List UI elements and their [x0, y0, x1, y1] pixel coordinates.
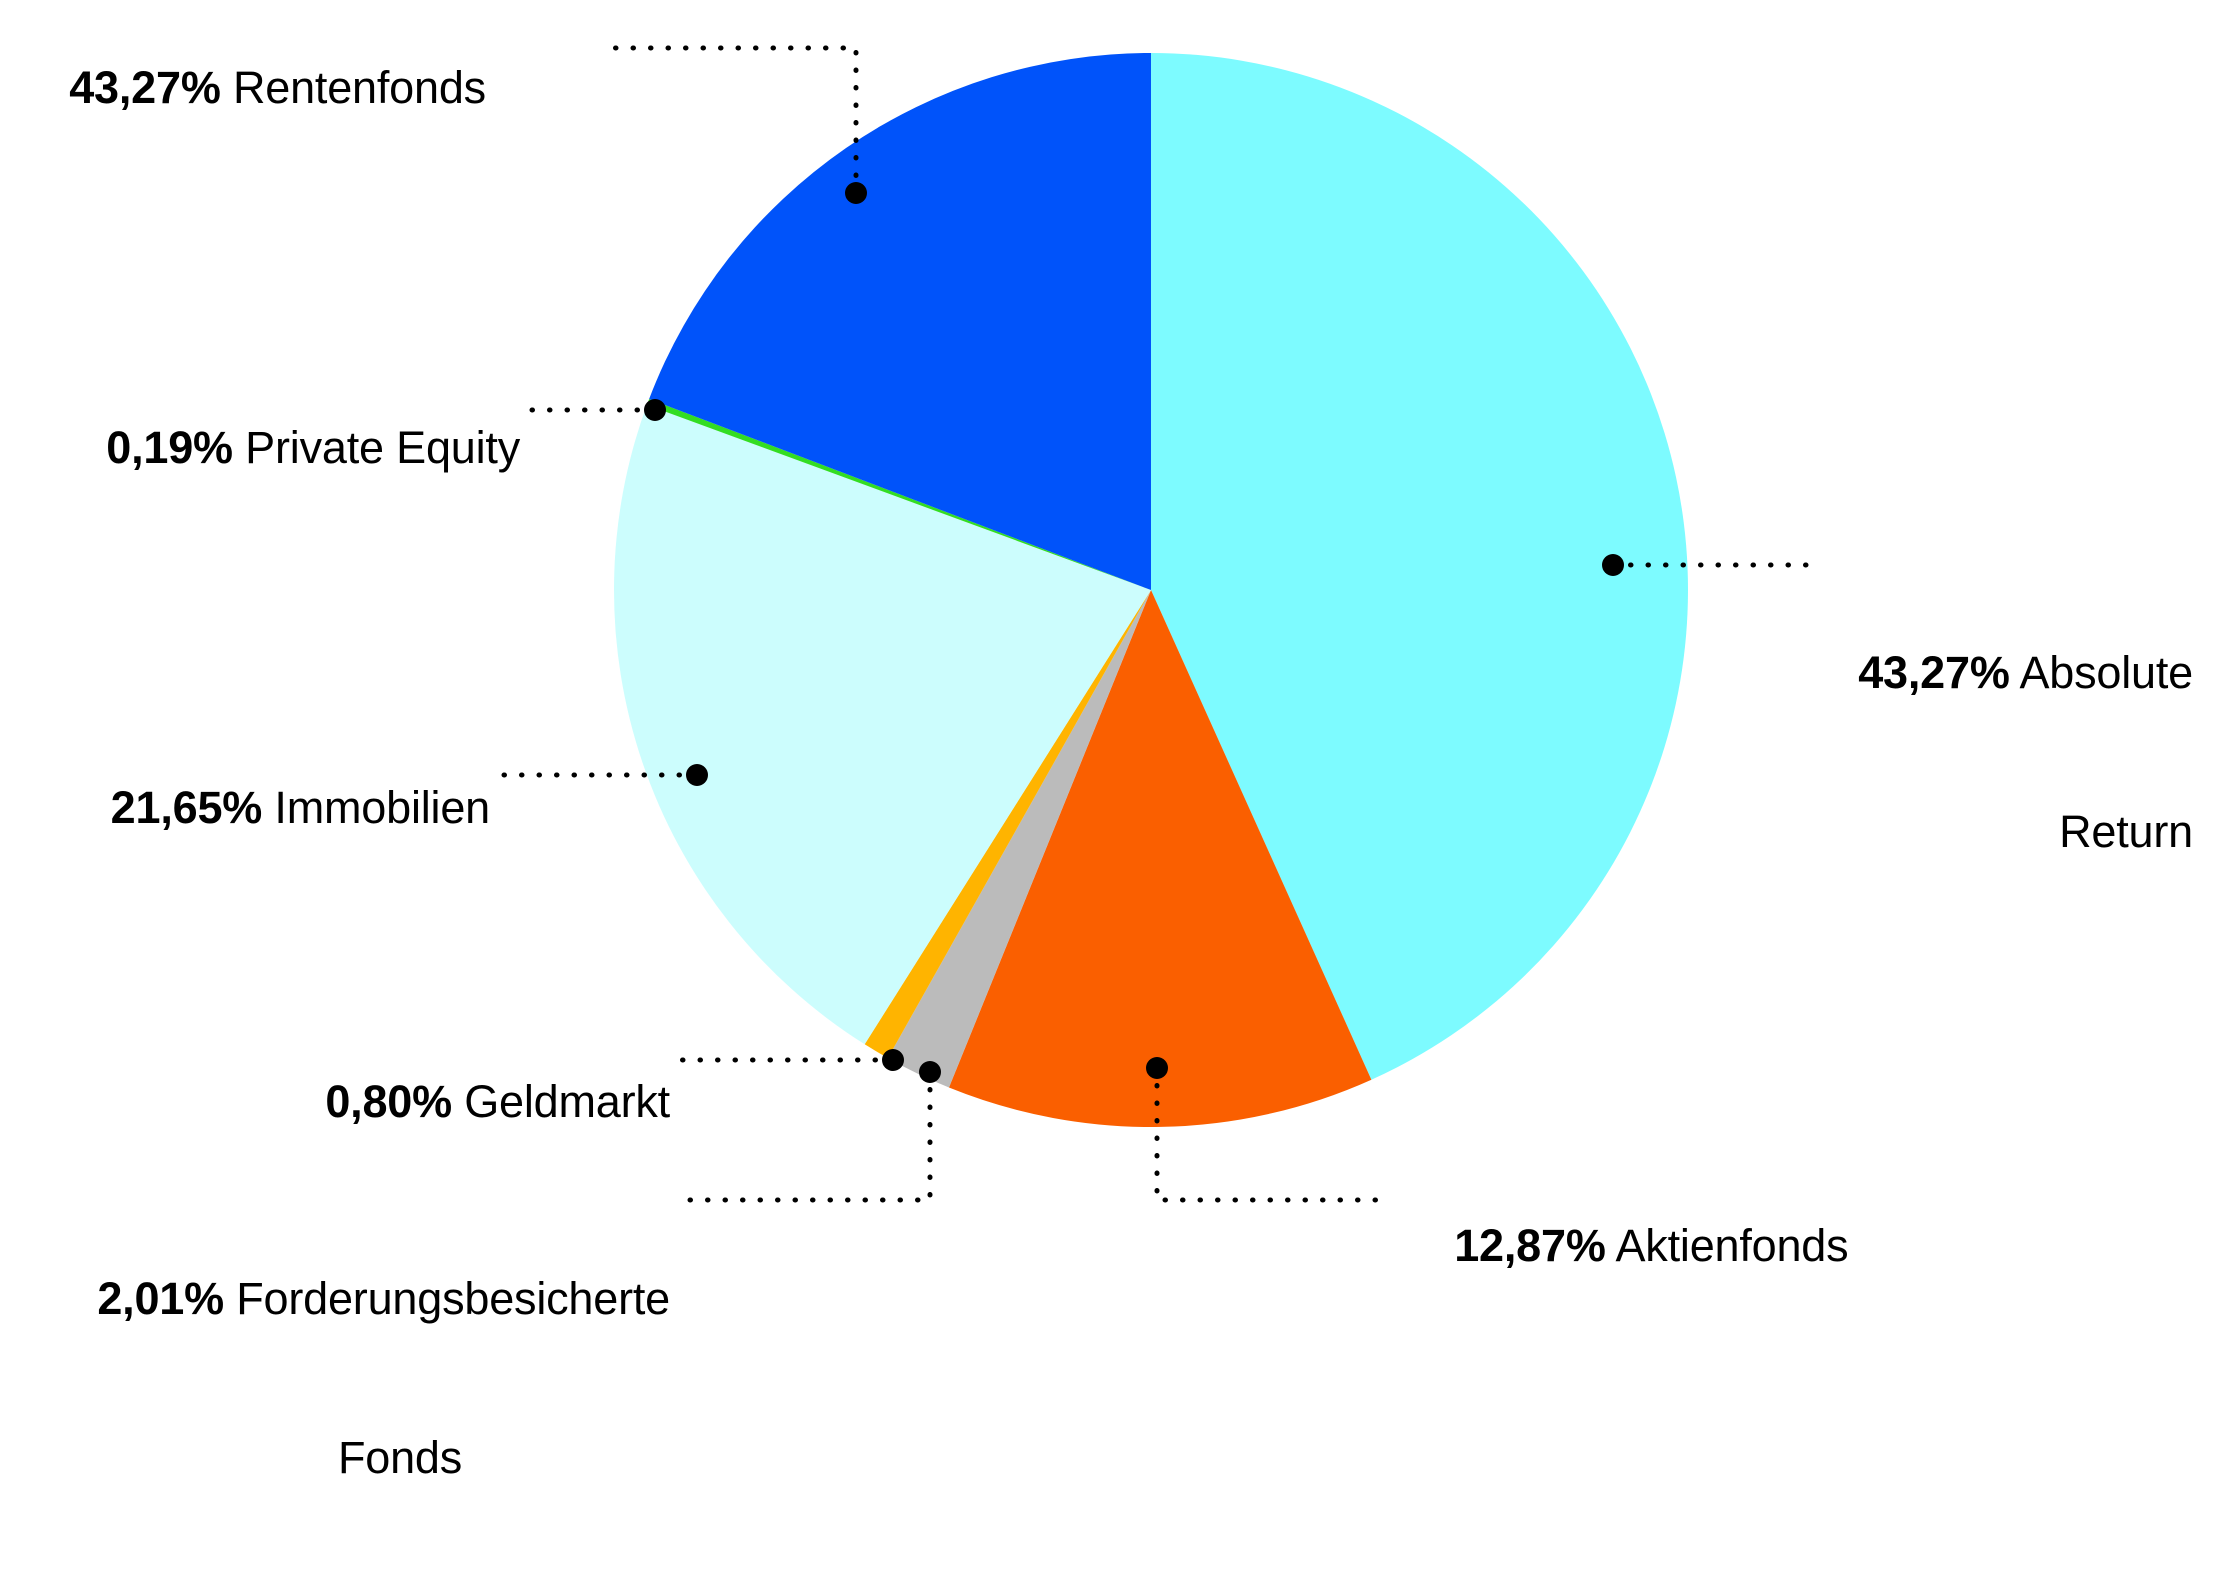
leader-dot-aktienfonds — [1146, 1057, 1168, 1079]
callout-name-absolute-return-line1: Absolute — [2019, 647, 2193, 699]
pie-slice[interactable] — [614, 404, 1151, 1045]
callout-line-1: 43,27% Absolute — [1640, 646, 2193, 699]
leader-dot-geldmarkt — [882, 1049, 904, 1071]
callout-name-absolute-return-line2: Return — [2059, 806, 2193, 858]
callout-label-private-equity: 0,19% Private Equity — [0, 368, 520, 527]
pie-slice[interactable] — [887, 590, 1151, 1088]
callout-label-absolute-return: 43,27% Absolute Return — [1640, 540, 2193, 965]
callout-percent-immobilien: 21,65% — [110, 782, 263, 834]
callout-percent-rentenfonds: 43,27% — [69, 62, 221, 114]
pie-slice[interactable] — [646, 398, 1151, 590]
leader-line-group — [497, 45, 1813, 1203]
callout-percent-geldmarkt: 0,80% — [325, 1076, 452, 1128]
callout-percent-forderungsbesicherte-fonds: 2,01% — [97, 1273, 224, 1325]
leader-line-forderungsbesicherte-fonds — [677, 1069, 933, 1203]
callout-percent-aktienfonds: 12,87% — [1454, 1220, 1606, 1272]
callout-name-geldmarkt: Geldmarkt — [464, 1076, 670, 1128]
pie-slice-group — [614, 53, 1688, 1128]
callout-name-rentenfonds: Rentenfonds — [232, 62, 486, 114]
callout-label-immobilien: 21,65% Immobilien — [0, 728, 491, 887]
callout-label-forderungsbesicherte-fonds: 2,01% Forderungsbesicherte Fonds — [0, 1166, 670, 1591]
leader-dot-group — [644, 182, 1624, 1083]
leader-dot-forderungsbesicherte-fonds — [919, 1061, 941, 1083]
leader-dot-private-equity — [644, 399, 666, 421]
callout-name-forderungsbesicherte-fonds-line1: Forderungsbesicherte — [236, 1273, 670, 1325]
callout-percent-absolute-return: 43,27% — [1858, 647, 2010, 699]
callout-label-rentenfonds: 43,27% Rentenfonds — [20, 8, 486, 167]
pie-chart-canvas — [497, 45, 1813, 1203]
leader-dot-rentenfonds — [845, 182, 867, 204]
callout-label-aktienfonds: 12,87% Aktienfonds — [1405, 1166, 2105, 1325]
pie-slice[interactable] — [864, 590, 1151, 1059]
pie-chart: 43,27% Rentenfonds 0,19% Private Equity … — [0, 8, 2193, 1483]
callout-name-aktienfonds: Aktienfonds — [1615, 1220, 1849, 1272]
callout-name-private-equity: Private Equity — [245, 422, 520, 474]
leader-dot-immobilien — [686, 764, 708, 786]
callout-name-immobilien: Immobilien — [274, 782, 490, 834]
callout-name-forderungsbesicherte-fonds-line2: Fonds — [337, 1432, 463, 1484]
pie-slice[interactable] — [1151, 53, 1688, 1080]
pie-slice[interactable] — [649, 53, 1151, 590]
leader-dot-absolute-return — [1602, 554, 1624, 576]
callout-percent-private-equity: 0,19% — [106, 422, 233, 474]
callout-line-1: 2,01% Forderungsbesicherte — [0, 1272, 670, 1325]
callout-label-geldmarkt: 0,80% Geldmarkt — [100, 1022, 670, 1181]
pie-slice[interactable] — [948, 590, 1372, 1128]
